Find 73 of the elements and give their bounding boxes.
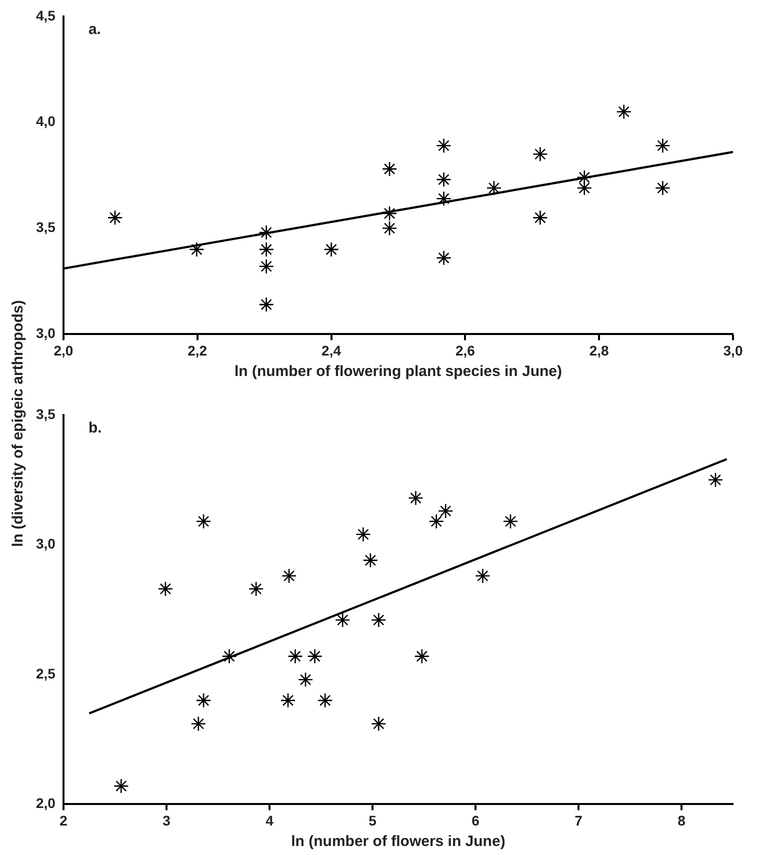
point [158, 581, 174, 596]
point [382, 161, 398, 177]
point [371, 716, 386, 732]
x-axis-title: ln (number of flowering plant species in June) [234, 363, 562, 380]
point [438, 503, 454, 519]
point [317, 692, 333, 708]
y-tick-label: 3,5 [36, 406, 56, 422]
point [576, 180, 592, 196]
point [532, 146, 548, 162]
x-tick-label: 2,2 [188, 342, 208, 358]
point [436, 138, 452, 154]
x-tick-label: 3,0 [723, 342, 743, 358]
point [408, 490, 424, 506]
x-tick-label: 2,4 [322, 342, 342, 358]
point [258, 242, 274, 258]
y-axis-title: ln (diversity of epigeic arthropods) [10, 299, 26, 549]
y-tick-label: 4,5 [36, 7, 56, 24]
annotation: a. [88, 21, 101, 38]
y-tick-label: 2,5 [36, 665, 56, 682]
x-tick-label: 2,6 [455, 342, 476, 358]
point [436, 172, 452, 188]
point [298, 672, 314, 688]
point [428, 514, 444, 530]
point [281, 568, 297, 584]
x-tick-label: 7 [574, 812, 583, 828]
x-tick-label: 5 [368, 812, 377, 828]
point [288, 648, 303, 664]
point [107, 210, 123, 226]
point [307, 648, 322, 664]
point [248, 581, 264, 596]
point [189, 242, 204, 258]
point [280, 692, 296, 708]
point [382, 206, 398, 222]
y-tick-label: 3,0 [36, 536, 56, 552]
point [190, 716, 206, 732]
x-tick-label: 2,8 [589, 342, 610, 358]
point [532, 210, 548, 226]
x-axis-title: ln (number of flowers in June) [291, 833, 506, 850]
point [655, 138, 670, 154]
point [655, 180, 670, 196]
x-tick-label: 3 [162, 812, 171, 828]
point [258, 258, 274, 274]
x-tick-label: 4 [266, 812, 274, 828]
x-tick-label: 2 [60, 812, 68, 828]
point [196, 692, 212, 708]
point [708, 472, 724, 488]
point [371, 612, 386, 628]
point [576, 170, 592, 186]
y-tick-label: 4,0 [36, 113, 56, 130]
y-tick-label: 2,0 [36, 795, 56, 812]
point [436, 250, 452, 266]
point [362, 552, 378, 568]
point [502, 514, 518, 530]
point [258, 224, 274, 240]
x-tick-label: 6 [472, 812, 480, 828]
point [258, 296, 274, 312]
point [196, 514, 212, 530]
point [382, 220, 398, 236]
y-tick-label: 3,5 [36, 219, 56, 236]
point [356, 526, 371, 542]
point [222, 648, 237, 664]
annotation: b. [88, 420, 102, 437]
point [486, 180, 502, 196]
point [324, 242, 339, 258]
x-tick-label: 8 [678, 812, 686, 828]
point [334, 612, 350, 628]
y-tick-label: 3,0 [36, 325, 56, 342]
point [113, 778, 129, 794]
point [475, 568, 490, 584]
x-tick-label: 2,0 [54, 342, 74, 358]
point [414, 648, 430, 664]
point [616, 104, 632, 120]
point [436, 190, 452, 206]
